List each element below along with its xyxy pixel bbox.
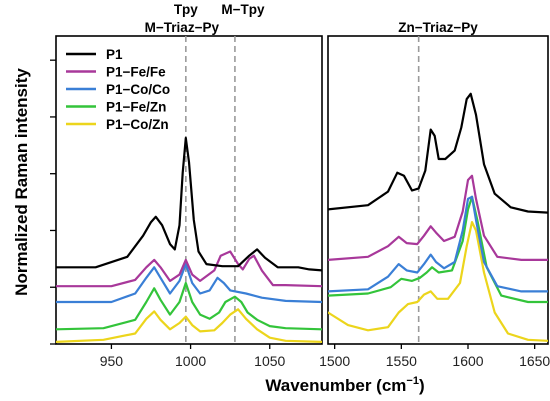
x-tick-label: 950 <box>100 353 124 369</box>
series-lines <box>328 92 548 342</box>
annotation-tpy: Tpy <box>174 2 198 17</box>
plot-frame <box>55 35 323 345</box>
legend-label: P1−Fe/Zn <box>106 100 166 115</box>
series-line-p1-fe-fe <box>56 250 322 288</box>
series-line-p1-fe-zn <box>328 195 548 304</box>
series-line-p1-co-co <box>56 263 322 304</box>
x-axis-title-exponent: −1 <box>406 375 419 387</box>
series-line-p1-co-co <box>328 195 548 293</box>
series-line-p1-fe-zn <box>56 281 322 331</box>
series-lines <box>56 136 322 343</box>
legend-label: P1−Co/Co <box>106 82 170 97</box>
x-tick-label: 1600 <box>452 353 483 369</box>
x-tick-label: 1050 <box>254 353 285 369</box>
x-axis-title: Wavenumber (cm−1) <box>265 375 424 395</box>
annotation-m-triaz-py: M−Triaz−Py <box>145 20 220 35</box>
left-panel: 950 1000 1050 <box>50 35 323 369</box>
series-line-p1 <box>328 92 548 214</box>
y-axis-title: Normalized Raman intensity <box>12 68 31 296</box>
legend: P1 P1−Fe/Fe P1−Co/Co P1−Fe/Zn P1−Co/Zn <box>66 47 170 132</box>
plot-frame <box>327 35 549 345</box>
x-axis-title-text: Wavenumber (cm <box>265 376 406 395</box>
x-axis-title-close: ) <box>419 376 425 395</box>
legend-label: P1−Co/Zn <box>106 117 169 132</box>
x-tick-label: 1500 <box>319 353 350 369</box>
series-line-p1-fe-fe <box>328 174 548 261</box>
series-line-p1-co-zn <box>328 221 548 342</box>
series-line-p1-co-zn <box>56 308 322 343</box>
right-panel: 1500 1550 1600 1650 <box>319 35 550 369</box>
legend-label: P1−Fe/Fe <box>106 65 166 80</box>
annotation-m-tpy: M−Tpy <box>221 2 265 17</box>
x-tick-label: 1650 <box>519 353 550 369</box>
right-panel-title: Zn−Triaz−Py <box>398 20 478 35</box>
x-tick-label: 1550 <box>386 353 417 369</box>
x-tick-label: 1000 <box>175 353 206 369</box>
series-line-p1 <box>56 136 322 272</box>
legend-label: P1 <box>106 47 123 62</box>
